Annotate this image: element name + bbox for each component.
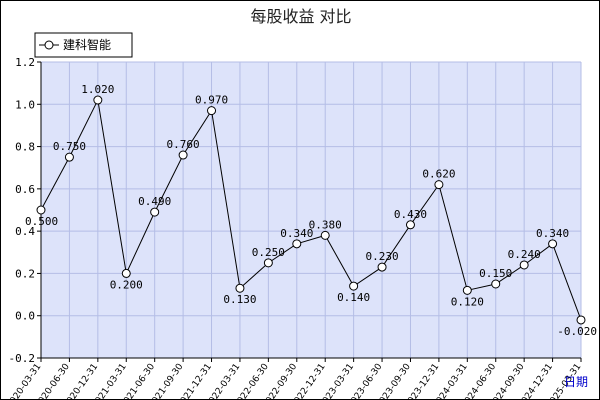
- data-point: [519, 260, 529, 270]
- legend-box: [34, 32, 133, 58]
- data-point: [405, 220, 415, 230]
- legend-marker: [44, 40, 54, 50]
- data-point: [93, 95, 103, 105]
- x-tick-labels: 2020-03-312020-06-302020-12-312021-03-31…: [5, 358, 583, 399]
- x-axis-name: 日期: [564, 375, 588, 389]
- x-tick-label: 2020-03-31: [5, 362, 43, 399]
- data-point: [292, 239, 302, 249]
- y-tick-label: 0.6: [15, 183, 35, 196]
- series-polyline: [40, 98, 582, 321]
- data-point: [576, 315, 586, 325]
- data-point: [121, 268, 131, 278]
- y-tick-label: 0.8: [15, 141, 35, 154]
- data-point: [320, 230, 330, 240]
- data-point: [36, 205, 46, 215]
- data-point: [178, 150, 188, 160]
- data-point: [64, 152, 74, 162]
- data-label: 0.200: [110, 278, 143, 291]
- data-point: [235, 283, 245, 293]
- data-label: 0.430: [394, 208, 427, 221]
- data-point: [548, 239, 558, 249]
- data-point: [349, 281, 359, 291]
- y-tick-label: 1.0: [15, 98, 35, 111]
- data-point: [150, 207, 160, 217]
- data-label: 0.500: [25, 215, 58, 228]
- series-line: [40, 98, 582, 321]
- data-label: 0.230: [365, 250, 398, 263]
- data-label: 0.380: [309, 218, 342, 231]
- data-label: 0.750: [53, 140, 86, 153]
- data-points: [36, 95, 586, 325]
- data-point: [434, 180, 444, 190]
- data-label: 0.620: [422, 168, 455, 181]
- data-label: 0.340: [280, 227, 313, 240]
- legend-label: 建科智能: [63, 37, 111, 52]
- plot-area: [41, 62, 581, 358]
- data-label: 0.250: [252, 246, 285, 259]
- data-label: 0.340: [536, 227, 569, 240]
- y-tick-label: -0.2: [9, 352, 36, 365]
- data-label: 1.020: [81, 83, 114, 96]
- data-label: -0.020: [557, 325, 597, 338]
- data-point: [263, 258, 273, 268]
- data-label: 0.130: [223, 293, 256, 306]
- y-tick-labels: 1.2 1.0 0.8 0.6 0.4 0.2 0.0 -0.2: [9, 56, 41, 365]
- data-label: 0.490: [138, 195, 171, 208]
- data-label: 0.150: [479, 267, 512, 280]
- data-label: 0.760: [167, 138, 200, 151]
- data-point: [207, 106, 217, 116]
- data-label: 0.140: [337, 291, 370, 304]
- y-tick-label: 0.2: [15, 267, 35, 280]
- y-tick-label: 0.0: [15, 310, 35, 323]
- data-point: [377, 262, 387, 272]
- data-label: 0.970: [195, 94, 228, 107]
- data-label: 0.240: [508, 248, 541, 261]
- data-labels: 0.500 0.750 1.020 0.200 0.490 0.760 0.970 0.130…: [25, 83, 597, 338]
- y-tick-label: 1.2: [15, 56, 35, 69]
- legend: 建科智能: [34, 32, 133, 58]
- y-tick-label: 0.4: [15, 225, 35, 238]
- chart-title: 每股收益 对比: [250, 7, 351, 26]
- data-point: [462, 285, 472, 295]
- data-label: 0.120: [451, 295, 484, 308]
- data-point: [491, 279, 501, 289]
